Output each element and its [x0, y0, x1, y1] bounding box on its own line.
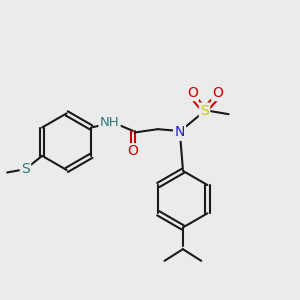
- Text: N: N: [174, 125, 185, 140]
- Text: S: S: [200, 104, 209, 118]
- Text: O: O: [212, 86, 223, 100]
- Text: O: O: [187, 86, 198, 100]
- Text: NH: NH: [100, 116, 119, 129]
- Text: O: O: [128, 145, 138, 158]
- Text: S: S: [21, 162, 30, 176]
